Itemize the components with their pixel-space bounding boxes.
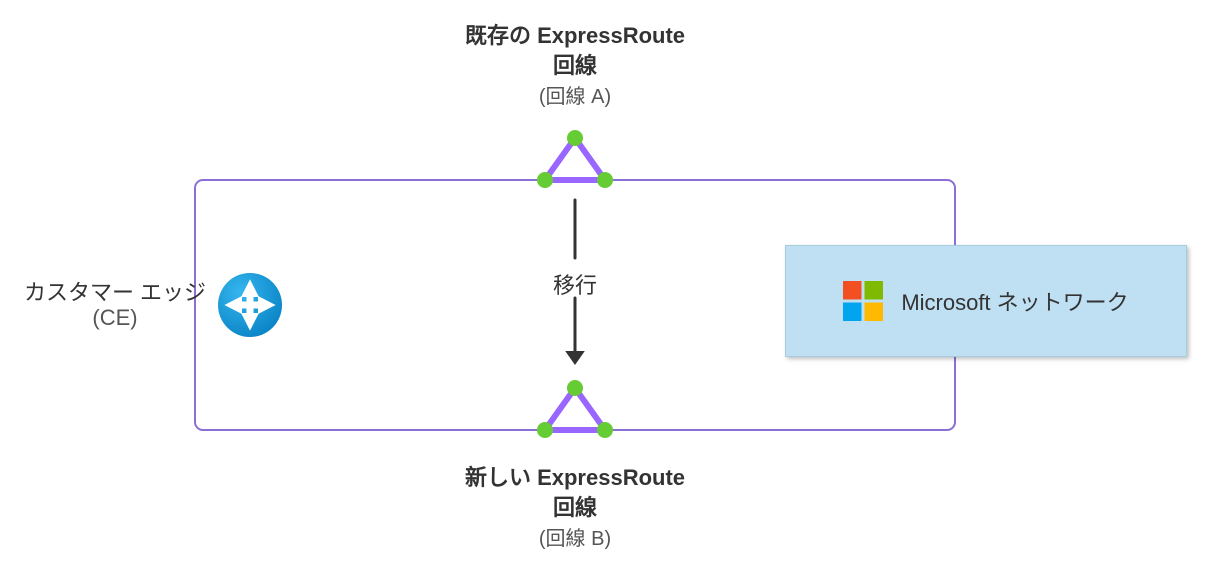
new-circuit-line1: 新しい ExpressRoute [375,460,775,492]
existing-circuit-line3: (回線 A) [375,80,775,109]
existing-circuit-line2: 回線 [375,48,775,80]
customer-edge-line2: (CE) [5,305,225,331]
new-circuit-line3: (回線 B) [375,522,775,551]
microsoft-network-label: Microsoft ネットワーク [901,285,1128,317]
microsoft-logo-icon [843,281,883,321]
customer-edge-line1: カスタマー エッジ [5,275,225,307]
new-circuit-line2: 回線 [375,490,775,522]
diagram-stage: 既存の ExpressRoute 回線 (回線 A) 新しい ExpressRo… [0,0,1214,572]
microsoft-network-box: Microsoft ネットワーク [785,245,1187,357]
router-icon [216,271,284,339]
migration-label: 移行 [515,268,635,300]
existing-circuit-line1: 既存の ExpressRoute [375,18,775,50]
